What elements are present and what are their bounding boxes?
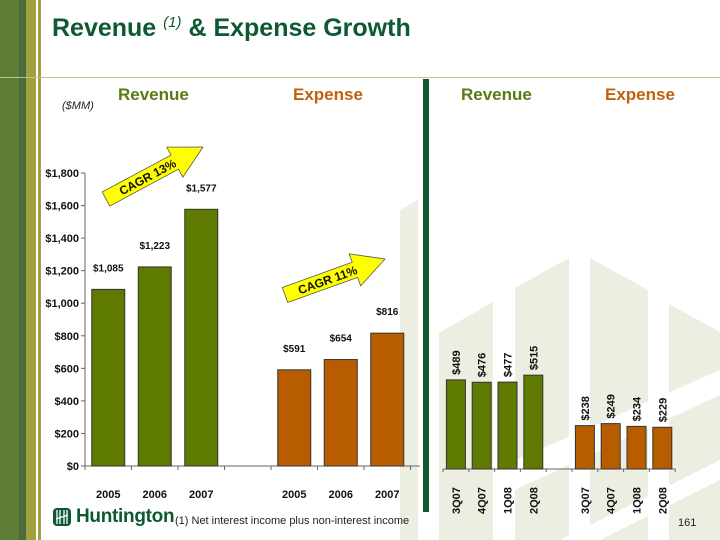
quarterly-chart: $489 3Q07 $476 4Q07 $477 1Q08 $515 2Q08 $238 3Q07… bbox=[442, 346, 676, 514]
x-tick-label: 2005 bbox=[96, 489, 120, 501]
cagr-arrow-shape bbox=[281, 253, 386, 304]
x-tick-label: 1Q08 bbox=[632, 487, 644, 514]
section-divider bbox=[423, 79, 429, 512]
bar-revenue bbox=[471, 381, 492, 470]
watermark-shape bbox=[400, 200, 418, 540]
cagr-arrow-expense: CAGR 11% bbox=[281, 253, 386, 304]
y-tick-label: $1,600 bbox=[45, 201, 79, 213]
x-tick-label: 2Q08 bbox=[528, 487, 540, 514]
title-footnote-ref: (1) bbox=[163, 14, 182, 31]
section-label-expense-quarterly: Expense bbox=[605, 85, 675, 104]
side-stripe bbox=[38, 0, 41, 540]
data-label: $477 bbox=[503, 353, 515, 377]
bar-revenue bbox=[523, 374, 544, 470]
header-rule bbox=[0, 77, 720, 78]
title-main: Revenue bbox=[52, 14, 164, 42]
bar-expense bbox=[600, 423, 621, 470]
data-label: $249 bbox=[606, 394, 618, 418]
x-tick-label: 2007 bbox=[189, 489, 213, 501]
y-tick-label: $1,800 bbox=[45, 168, 79, 180]
y-tick-label: $1,200 bbox=[45, 266, 79, 278]
y-tick-label: $1,400 bbox=[45, 233, 79, 245]
watermark-cut bbox=[560, 460, 720, 540]
data-label: $229 bbox=[657, 398, 669, 422]
bar-expense bbox=[277, 369, 312, 467]
page-number: 161 bbox=[678, 517, 697, 529]
x-tick-label: 3Q07 bbox=[451, 487, 463, 514]
side-stripe bbox=[0, 0, 19, 540]
bar-expense bbox=[323, 359, 358, 467]
data-label: $816 bbox=[376, 307, 399, 318]
side-stripe bbox=[26, 0, 36, 540]
x-tick-label: 2006 bbox=[143, 489, 167, 501]
x-tick-label: 2005 bbox=[282, 489, 306, 501]
bar-expense bbox=[652, 426, 673, 470]
page-title: Revenue (1) & Expense Growth bbox=[52, 14, 411, 43]
bar-expense bbox=[370, 332, 405, 467]
cagr-arrow-revenue: CAGR 13% bbox=[101, 146, 204, 207]
x-tick-label: 2Q08 bbox=[657, 487, 669, 514]
logo-text: Huntington bbox=[76, 506, 175, 527]
x-tick-label: 4Q07 bbox=[606, 487, 618, 514]
x-tick-label: 3Q07 bbox=[580, 487, 592, 514]
data-label: $489 bbox=[451, 350, 463, 374]
bar-expense bbox=[626, 425, 647, 470]
x-tick-label: 2007 bbox=[375, 489, 399, 501]
data-label: $238 bbox=[580, 396, 592, 420]
data-label: $476 bbox=[477, 353, 489, 377]
data-label: $1,577 bbox=[186, 183, 217, 194]
data-label: $1,223 bbox=[139, 241, 170, 252]
annual-chart: $0 $200 $400 $600 $800 $1,000 $1,200 $1,400 $1,6… bbox=[45, 146, 420, 501]
y-tick-label: $800 bbox=[55, 331, 79, 343]
cagr-arrow-shape bbox=[101, 146, 204, 207]
x-tick-label: 1Q08 bbox=[503, 487, 515, 514]
bar-expense bbox=[574, 425, 595, 470]
footnote: (1) Net interest income plus non-interes… bbox=[175, 515, 410, 527]
cagr-label: CAGR 13% bbox=[117, 156, 179, 198]
bar-revenue bbox=[91, 288, 126, 467]
bar-revenue bbox=[137, 266, 172, 467]
huntington-logo: Huntington bbox=[52, 506, 175, 528]
bar-revenue bbox=[497, 381, 518, 470]
section-label-revenue-annual: Revenue bbox=[118, 85, 189, 104]
watermark-shape bbox=[439, 302, 493, 540]
bar-revenue bbox=[445, 379, 466, 470]
section-label-expense-annual: Expense bbox=[293, 85, 363, 104]
y-tick-label: $400 bbox=[55, 396, 79, 408]
data-label: $234 bbox=[632, 396, 644, 421]
huntington-logo-icon bbox=[53, 508, 71, 526]
bar-revenue bbox=[184, 208, 219, 467]
side-stripe bbox=[19, 0, 26, 540]
section-label-revenue-quarterly: Revenue bbox=[461, 85, 532, 104]
y-tick-label: $1,000 bbox=[45, 298, 79, 310]
x-tick-label: 2006 bbox=[329, 489, 353, 501]
title-rest: & Expense Growth bbox=[181, 14, 411, 42]
units-label: ($MM) bbox=[62, 100, 94, 112]
data-label: $1,085 bbox=[93, 263, 124, 274]
x-tick-label: 4Q07 bbox=[477, 487, 489, 514]
data-label: $591 bbox=[283, 344, 306, 355]
data-label: $515 bbox=[528, 346, 540, 370]
y-tick-label: $0 bbox=[67, 461, 79, 473]
y-tick-label: $200 bbox=[55, 428, 79, 440]
data-label: $654 bbox=[330, 334, 353, 345]
y-tick-label: $600 bbox=[55, 363, 79, 375]
